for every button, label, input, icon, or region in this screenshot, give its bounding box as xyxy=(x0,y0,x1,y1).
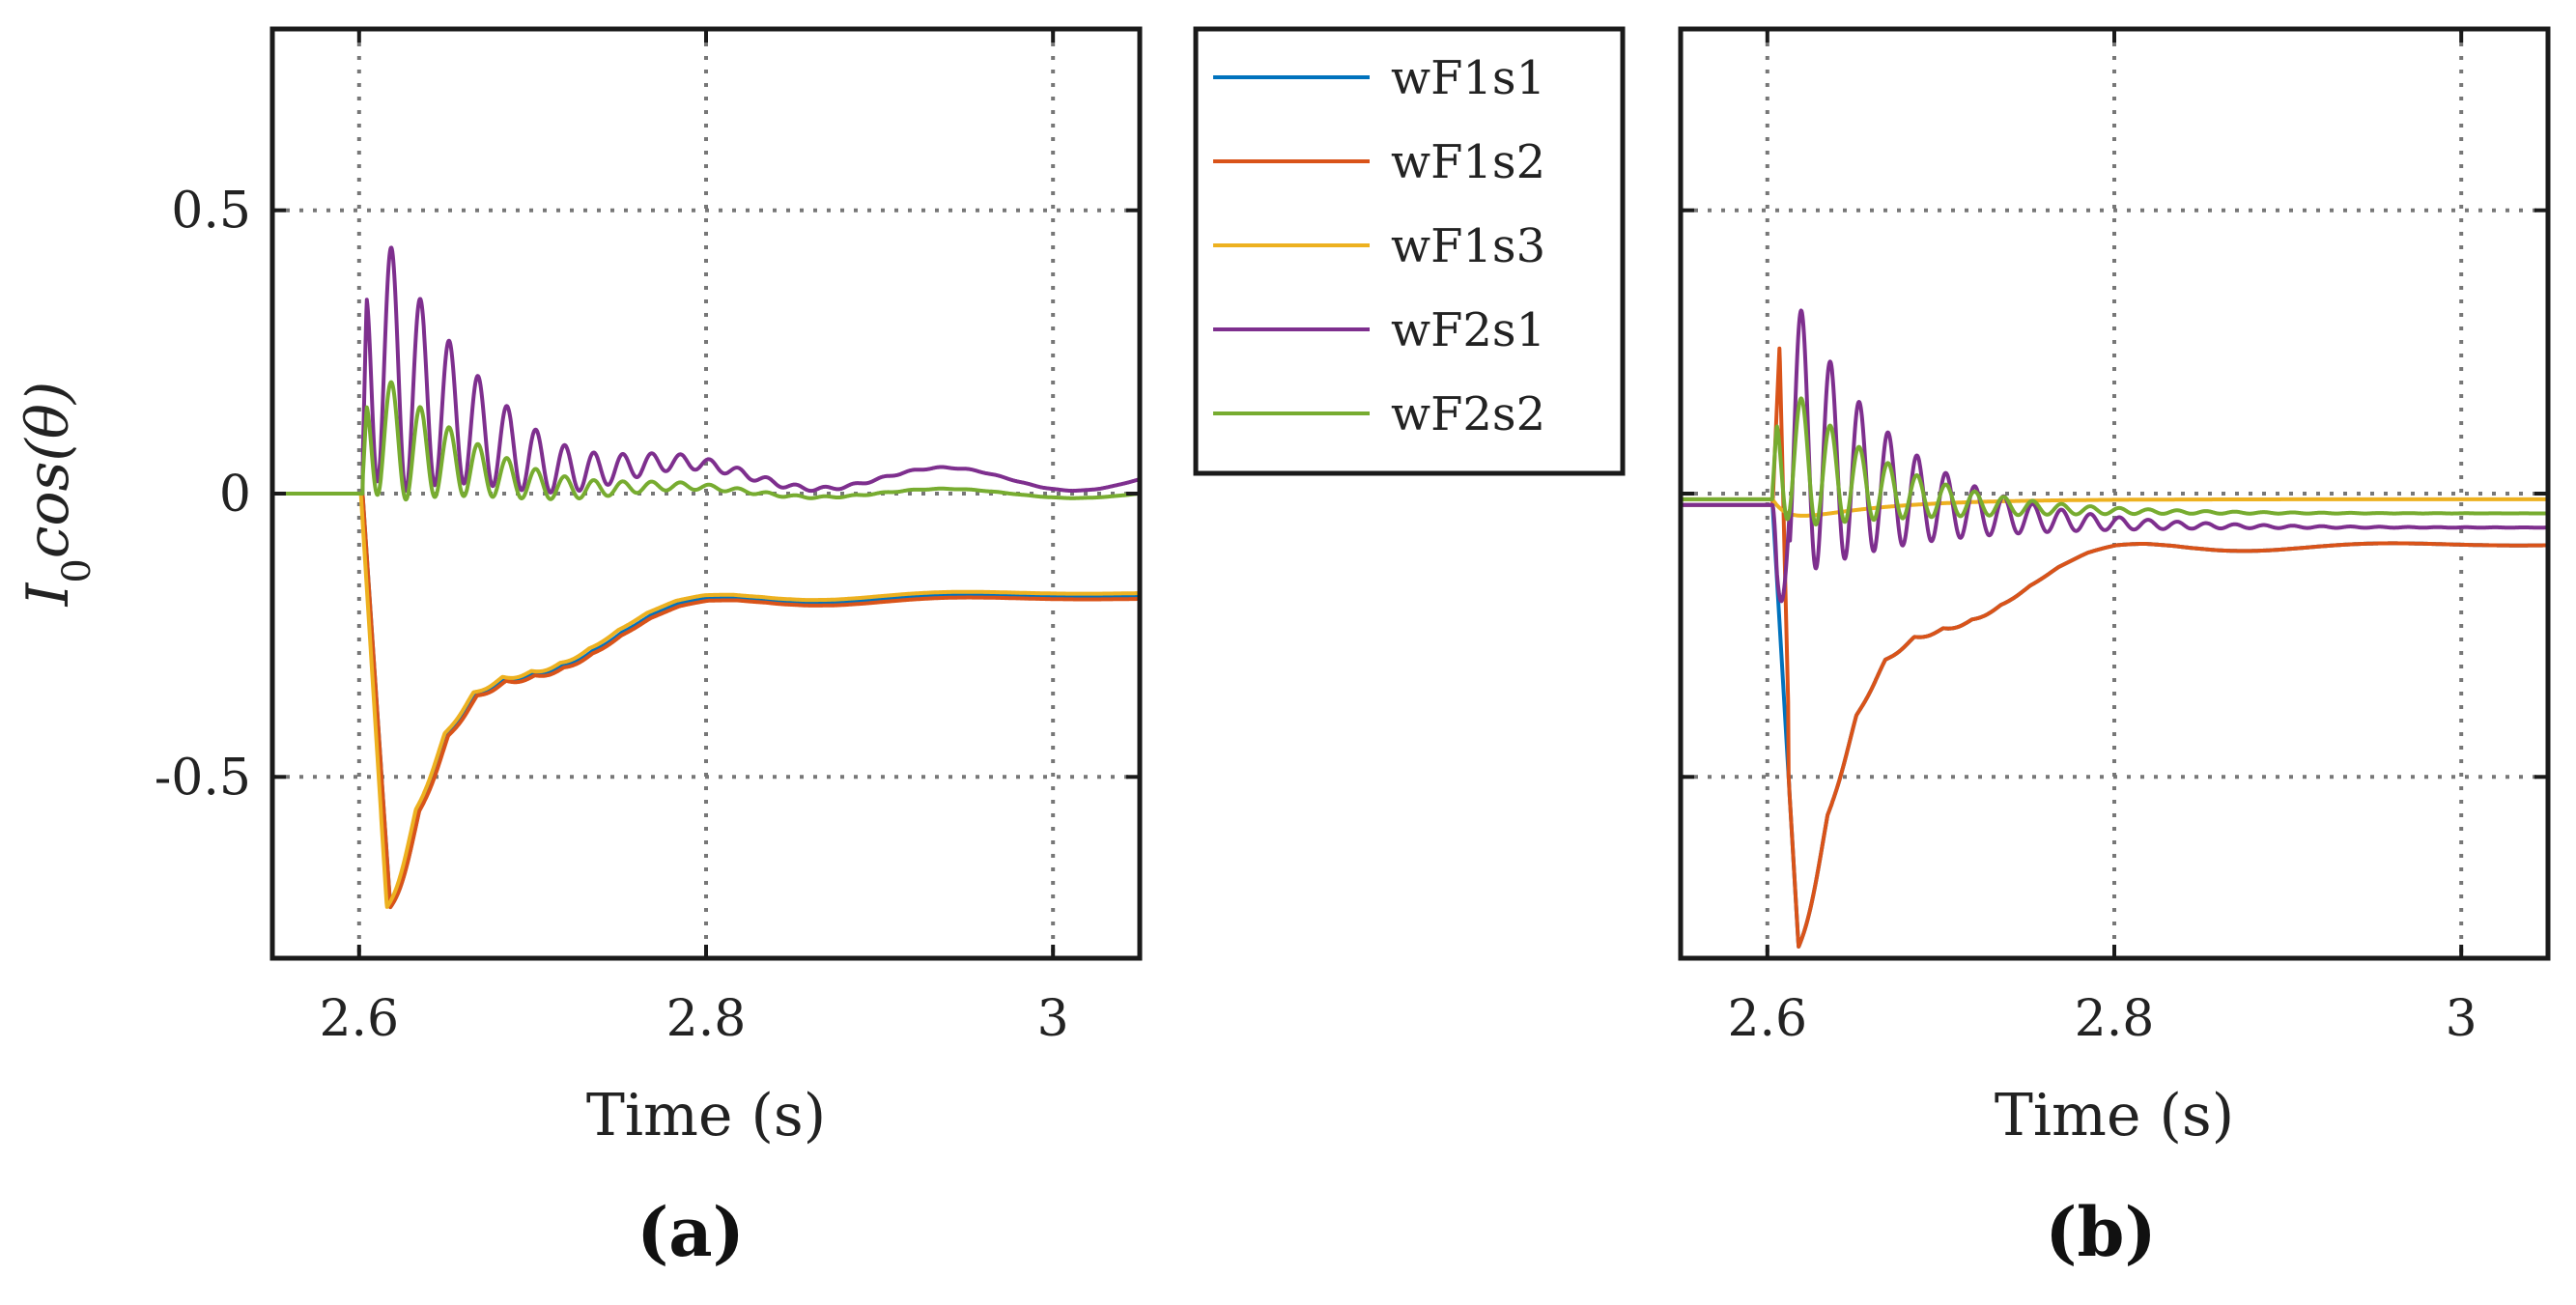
series-line-wF1s3 xyxy=(1679,496,2550,518)
y-tick-label: 0.5 xyxy=(171,183,251,241)
y-axis-label-main: I xyxy=(14,582,82,607)
x-tick-label: 2.6 xyxy=(1727,990,1807,1048)
x-tick-label: 2.6 xyxy=(319,990,399,1048)
x-axis-label-b: Time (s) xyxy=(1995,1082,2234,1149)
grid-a xyxy=(272,29,1140,958)
legend-label-wF2s1: wF2s1 xyxy=(1391,303,1545,357)
legend: wF1s1 wF1s2 wF1s3 wF2s1 wF2s2 xyxy=(1193,26,1626,476)
x-tick-label: 3 xyxy=(2446,990,2477,1048)
legend-box xyxy=(1193,26,1626,476)
legend-label-wF2s2: wF2s2 xyxy=(1391,387,1545,441)
panel-label-b: (b) xyxy=(2045,1192,2156,1272)
panel-b: 2.6 2.8 3 Time (s) (b) xyxy=(1678,26,2551,1272)
grid-b xyxy=(1681,29,2548,958)
ticks-b: 2.6 2.8 3 xyxy=(1681,29,2548,1048)
legend-label-wF1s2: wF1s2 xyxy=(1391,135,1545,189)
x-axis-label-a: Time (s) xyxy=(586,1082,826,1149)
x-tick-label: 2.8 xyxy=(2075,990,2155,1048)
legend-label-wF1s3: wF1s3 xyxy=(1391,219,1545,273)
series-line-wF2s1 xyxy=(270,245,1142,496)
series-group-a xyxy=(270,245,1142,910)
series-line-wF1s2 xyxy=(1679,346,2550,949)
y-axis-label: I0cos(θ) xyxy=(14,382,99,608)
x-tick-label: 3 xyxy=(1037,990,1069,1048)
series-line-wF2s2 xyxy=(270,380,1142,502)
legend-items: wF1s1 wF1s2 wF1s3 wF2s1 wF2s2 xyxy=(1213,51,1545,441)
legend-label-wF1s1: wF1s1 xyxy=(1391,51,1545,105)
y-axis-label-rest: cos(θ) xyxy=(14,382,82,558)
x-tick-label: 2.8 xyxy=(666,990,747,1048)
y-axis-label-sub: 0 xyxy=(55,558,99,582)
series-group-b xyxy=(1679,308,2550,949)
series-line-wF1s2 xyxy=(270,492,1142,910)
series-line-wF2s1 xyxy=(1679,308,2550,604)
panel-a: 2.6 2.8 30.50-0.5 Time (s) I0cos(θ) (a) xyxy=(14,26,1143,1272)
series-line-wF2s2 xyxy=(1679,396,2550,526)
series-line-wF1s3 xyxy=(270,492,1142,909)
y-tick-label: -0.5 xyxy=(155,749,251,807)
y-tick-label: 0 xyxy=(219,466,251,524)
ticks-a: 2.6 2.8 3 0.5 0 -0.5 xyxy=(155,29,1140,1048)
panel-label-a: (a) xyxy=(637,1192,745,1272)
